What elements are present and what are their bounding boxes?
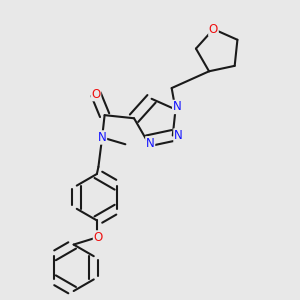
- Text: O: O: [209, 22, 218, 36]
- Text: N: N: [146, 137, 154, 150]
- Text: O: O: [91, 88, 101, 100]
- Text: N: N: [174, 129, 183, 142]
- Text: N: N: [98, 131, 106, 144]
- Text: O: O: [94, 231, 103, 244]
- Text: N: N: [173, 100, 182, 113]
